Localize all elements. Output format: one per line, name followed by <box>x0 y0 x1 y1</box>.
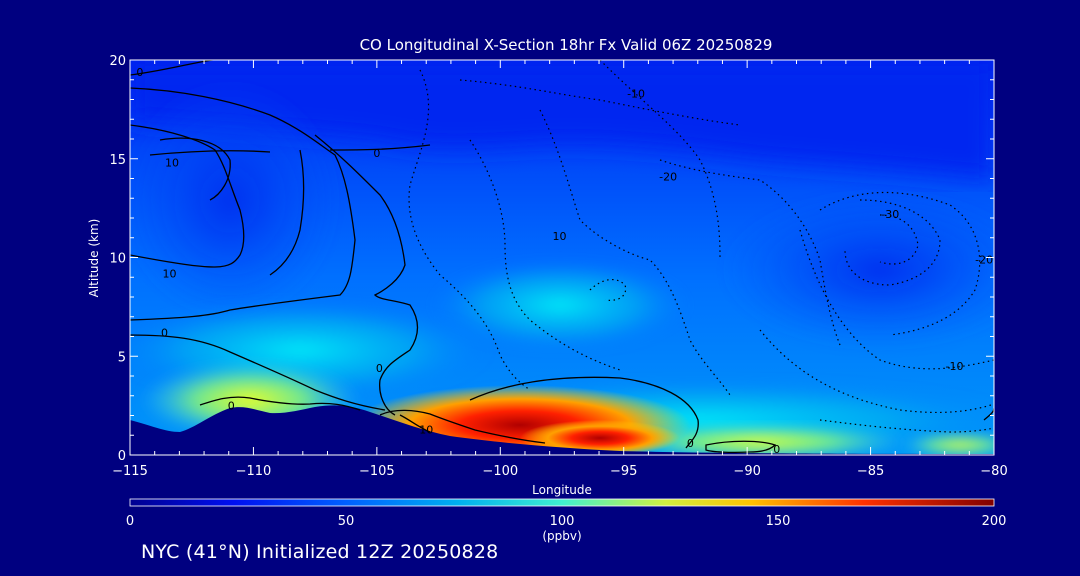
x-tick-label: −85 <box>857 464 884 479</box>
x-tick-label: −105 <box>359 464 395 479</box>
upper-low-band <box>130 60 994 180</box>
dotted-contours <box>408 60 994 433</box>
x-tick-label: −100 <box>482 464 518 479</box>
contour-labels: 0 10 0 10 0 0 0 10 10 -10 -20 -30 -20 -10 0 0 <box>136 66 993 456</box>
contour-label: -10 <box>946 360 964 373</box>
contour-label: 10 <box>162 267 176 280</box>
x-tick-label: −80 <box>980 464 1007 479</box>
y-axis-label: Altitude (km) <box>87 219 101 298</box>
y-axis: 0 5 10 15 20 <box>109 54 994 464</box>
colorbar-tick-label: 150 <box>766 514 791 529</box>
chart-title: CO Longitudinal X-Section 18hr Fx Valid … <box>360 36 773 54</box>
colorbar-tick-label: 0 <box>126 514 134 529</box>
colorbar-tick-label: 50 <box>338 514 355 529</box>
mid-cyan-region <box>430 260 690 350</box>
co-concentration-field: 0 10 0 10 0 0 0 10 10 -10 -20 -30 -20 -10 0 0 <box>130 60 994 456</box>
colorbar <box>129 498 995 507</box>
footer-caption: NYC (41°N) Initialized 12Z 20250828 <box>141 541 499 563</box>
x-tick-label: −115 <box>112 464 148 479</box>
contour-label: 0 <box>376 362 383 375</box>
contour-label: 10 <box>553 230 567 243</box>
west-low-region <box>130 80 340 320</box>
colorbar-unit: (ppbv) <box>542 529 581 543</box>
contour-label: -20 <box>659 171 677 184</box>
contour-label: 0 <box>373 147 380 160</box>
y-tick-label: 5 <box>118 350 126 365</box>
east-low-region <box>720 190 994 350</box>
colorbar-tick-label: 100 <box>550 514 575 529</box>
contour-label: 10 <box>165 157 179 170</box>
colorbar-ticks: 0 50 100 150 200 <box>126 514 1007 529</box>
solid-contours <box>130 60 994 454</box>
y-tick-label: 0 <box>118 449 126 464</box>
x-axis-label: Longitude <box>532 483 592 497</box>
x-axis: −115 −110 −105 −100 −95 −90 −85 −80 <box>112 60 1008 479</box>
contour-label: 0 <box>161 327 168 340</box>
contour-label: 0 <box>773 443 780 456</box>
contour-label: 10 <box>419 423 433 436</box>
terrain <box>130 405 994 455</box>
contour-label: 0 <box>136 66 143 79</box>
contour-label: -30 <box>881 208 899 221</box>
x-tick-label: −95 <box>610 464 637 479</box>
contour-label: 0 <box>228 400 235 413</box>
contour-label: 0 <box>687 437 694 450</box>
contour-label: -20 <box>975 253 993 266</box>
x-tick-label: −110 <box>236 464 272 479</box>
core-red-plume <box>520 420 680 455</box>
contour-label: -10 <box>627 88 645 101</box>
far-east-yellow-plume <box>900 433 994 455</box>
y-tick-label: 15 <box>109 153 126 168</box>
x-tick-label: −90 <box>733 464 760 479</box>
y-tick-label: 20 <box>109 54 126 69</box>
y-tick-label: 10 <box>109 252 126 267</box>
colorbar-tick-label: 200 <box>982 514 1007 529</box>
